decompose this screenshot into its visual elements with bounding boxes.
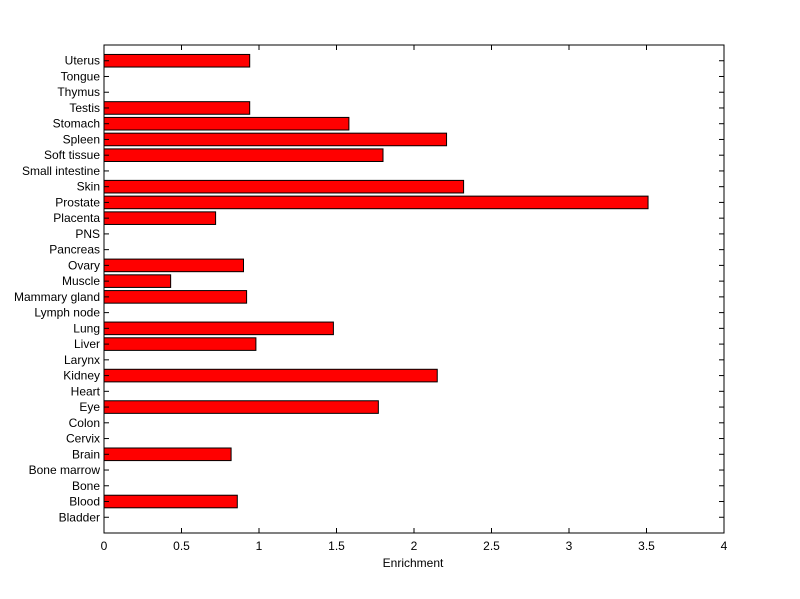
bar-lung xyxy=(103,321,334,336)
y-tick-label: Testis xyxy=(69,101,100,115)
bar-ovary xyxy=(103,258,244,273)
y-tick-label: Brain xyxy=(72,447,100,461)
x-tick-label: 2.5 xyxy=(483,539,500,553)
y-tick-label: Ovary xyxy=(68,258,100,272)
bar-prostate xyxy=(103,195,649,210)
bar-muscle xyxy=(103,274,172,288)
y-tick-label: Thymus xyxy=(57,85,100,99)
y-tick-label: Tongue xyxy=(61,69,101,83)
bar-brain xyxy=(103,447,232,462)
y-tick-label: Small intestine xyxy=(22,164,100,178)
bar-blood xyxy=(103,494,238,509)
y-tick-label: Larynx xyxy=(64,353,100,367)
y-tick-label: Pancreas xyxy=(49,243,100,257)
y-tick-label: Lymph node xyxy=(34,306,100,320)
x-tick-label: 4 xyxy=(721,539,728,553)
bar-stomach xyxy=(103,116,350,131)
bar-spleen xyxy=(103,132,448,147)
y-tick-label: Skin xyxy=(77,180,100,194)
y-tick-label: Bladder xyxy=(59,510,100,524)
x-tick-label: 0 xyxy=(101,539,108,553)
x-tick-label: 0.5 xyxy=(173,539,190,553)
y-tick-label: Lung xyxy=(73,321,100,335)
x-axis: 0 0.5 1 1.5 2 2.5 3 3.5 4 xyxy=(101,45,728,553)
x-tick-label: 3 xyxy=(566,539,573,553)
y-tick-label: Kidney xyxy=(63,369,100,383)
y-tick-label: Heart xyxy=(71,384,101,398)
y-tick-label: Uterus xyxy=(65,54,100,68)
x-tick-label: 1 xyxy=(256,539,263,553)
x-axis-label: Enrichment xyxy=(383,556,444,570)
y-tick-label: Bone xyxy=(72,479,100,493)
bar-testis xyxy=(103,101,251,115)
x-tick-label: 3.5 xyxy=(638,539,655,553)
y-tick-label: Stomach xyxy=(53,117,100,131)
x-tick-label: 2 xyxy=(411,539,418,553)
y-tick-label: Liver xyxy=(74,337,100,351)
bar-soft-tissue xyxy=(103,148,384,162)
y-tick-label: Mammary gland xyxy=(14,290,100,304)
bar-placenta xyxy=(103,211,217,225)
y-tick-label: Prostate xyxy=(55,195,100,209)
bar-skin xyxy=(103,179,465,194)
y-tick-label: Placenta xyxy=(53,211,100,225)
bar-eye xyxy=(103,400,379,414)
y-tick-label: Muscle xyxy=(62,274,100,288)
y-tick-label: Blood xyxy=(69,495,100,509)
bar-kidney xyxy=(103,368,438,383)
y-tick-label: Colon xyxy=(69,416,100,430)
y-tick-label: PNS xyxy=(75,227,100,241)
y-tick-label: Soft tissue xyxy=(44,148,100,162)
y-tick-label: Spleen xyxy=(63,132,100,146)
bar-uterus xyxy=(103,53,251,68)
y-tick-label: Eye xyxy=(79,400,100,414)
bar-mammary-gland xyxy=(103,290,248,304)
bar-liver xyxy=(103,337,257,351)
y-tick-label: Bone marrow xyxy=(29,463,101,477)
x-tick-label: 1.5 xyxy=(328,539,345,553)
y-tick-label: Cervix xyxy=(66,432,100,446)
